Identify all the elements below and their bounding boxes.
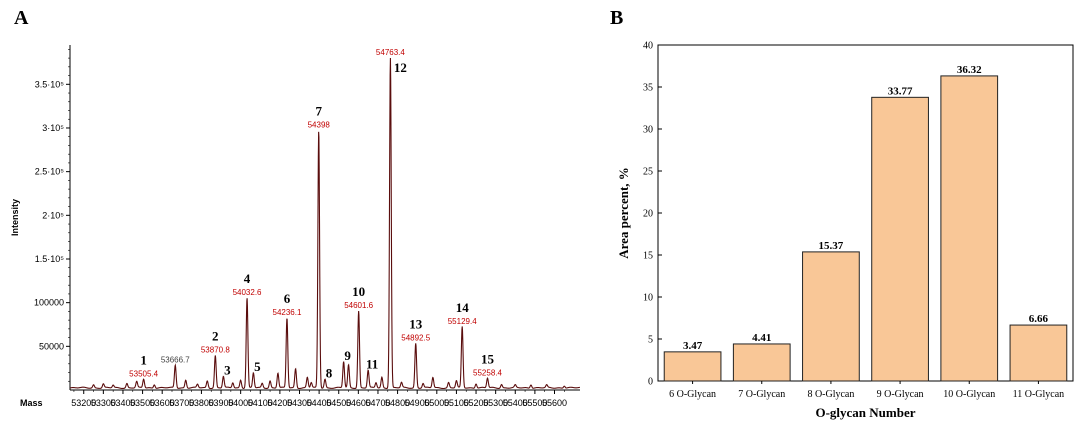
- peak-mass-label: 55129.4: [448, 317, 477, 326]
- bar: [871, 96, 929, 382]
- spectrum-x-tick-label: 54800: [385, 398, 410, 408]
- spectrum-x-tick-label: 53300: [91, 398, 116, 408]
- spectrum-x-tick-label: 53400: [110, 398, 135, 408]
- spectrum-x-tick-label: 53900: [209, 398, 234, 408]
- bar-value-label: 33.77: [888, 85, 913, 97]
- spectrum-y-axis-title: Intensity: [10, 199, 20, 236]
- peak-mass-label: 54892.5: [401, 333, 430, 342]
- spectrum-x-tick-label: 54400: [307, 398, 332, 408]
- peak-number-label: 6: [284, 291, 291, 306]
- peak-mass-label: 53870.8: [201, 346, 230, 355]
- bar-y-tick-label: 5: [648, 335, 653, 346]
- bar-y-tick-label: 25: [643, 167, 653, 178]
- bar-value-label: 4.41: [752, 332, 771, 344]
- spectrum-x-tick-label: 53200: [71, 398, 96, 408]
- bar-y-tick-label: 15: [643, 251, 653, 262]
- spectrum-x-tick-label: 53800: [189, 398, 214, 408]
- bar-chart-x-axis-title: O-glycan Number: [815, 405, 915, 420]
- bar: [663, 351, 722, 382]
- bar: [940, 75, 999, 382]
- peak-number-label: 14: [456, 300, 470, 315]
- peak-mass-label: 53505.4: [129, 369, 158, 378]
- bar-y-tick-label: 35: [643, 83, 653, 94]
- spectrum-trace: [69, 57, 580, 390]
- bar-value-label: 15.37: [819, 240, 844, 252]
- peak-number-label: 11: [366, 357, 378, 372]
- bar: [1009, 324, 1068, 382]
- peak-number-label: 15: [481, 351, 495, 366]
- panel-b-label: B: [610, 7, 623, 29]
- peak-number-label: 12: [394, 60, 407, 75]
- spectrum-x-tick-label: 55000: [424, 398, 449, 408]
- peak-number-label: 7: [315, 103, 322, 118]
- spectrum-y-tick-label: 2·10⁵: [42, 210, 64, 220]
- panel-a-label: A: [14, 7, 29, 29]
- spectrum-x-tick-label: 53500: [130, 398, 155, 408]
- peak-mass-label: 54601.6: [344, 301, 373, 310]
- bar: [802, 251, 860, 382]
- spectrum-x-tick-label: 53600: [150, 398, 175, 408]
- spectrum-x-tick-label: 55400: [503, 398, 528, 408]
- spectrum-x-tick-label: 54000: [228, 398, 253, 408]
- bar-y-tick-label: 10: [643, 293, 653, 304]
- spectrum-x-axis-title: Mass: [20, 398, 43, 408]
- spectrum-x-tick-label: 55200: [464, 398, 489, 408]
- bar-value-label: 6.66: [1029, 313, 1049, 325]
- spectrum-x-tick-label: 54100: [248, 398, 273, 408]
- peak-number-label: 8: [326, 365, 333, 380]
- bar-chart-y-axis-title: Area percent, %: [616, 167, 631, 259]
- bar-y-tick-label: 40: [643, 41, 653, 52]
- bar-y-tick-label: 20: [643, 209, 653, 220]
- area-percent-bar-chart: 0 5 10 15 20 25 30 35 40 3.47 4.41 15.37 33.77 36.32…: [616, 41, 1074, 420]
- spectrum-x-tick-label: 55500: [522, 398, 547, 408]
- bar-y-tick-label: 0: [648, 377, 653, 388]
- spectrum-y-tick-label: 50000: [39, 341, 64, 351]
- spectrum-y-tick-label: 3.5·10⁵: [35, 79, 65, 89]
- spectrum-y-tick-label: 3·10⁵: [42, 123, 64, 133]
- spectrum-y-tick-label: 1.5·10⁵: [35, 254, 65, 264]
- spectrum-x-tick-label: 54600: [346, 398, 371, 408]
- spectrum-x-tick-label: 54300: [287, 398, 312, 408]
- spectrum-x-tick-label: 54700: [365, 398, 390, 408]
- peak-number-label: 10: [352, 284, 365, 299]
- bar: [732, 343, 791, 382]
- peak-number-label: 9: [344, 348, 351, 363]
- spectrum-x-tick-label: 54900: [405, 398, 430, 408]
- bar-category-label: 10 O-Glycan: [943, 389, 995, 400]
- spectrum-x-tick-label: 53700: [169, 398, 194, 408]
- peak-mass-label: 54236.1: [273, 308, 302, 317]
- bar-category-label: 8 O-Glycan: [807, 389, 854, 400]
- spectrum-x-tick-label: 54200: [267, 398, 292, 408]
- bar-y-tick-label: 30: [643, 125, 653, 136]
- peak-mass-label: 55258.4: [473, 368, 502, 377]
- peak-mass-label: 54398: [308, 120, 331, 129]
- bar-category-label: 7 O-Glycan: [738, 389, 785, 400]
- peak-mass-label: 54763.4: [376, 48, 405, 57]
- bar-value-label: 36.32: [957, 64, 982, 76]
- bar-category-label: 11 O-Glycan: [1013, 389, 1065, 400]
- bar-category-label: 9 O-Glycan: [877, 389, 924, 400]
- peak-mass-label: 53666.7: [161, 355, 190, 364]
- peak-number-label: 2: [212, 329, 219, 344]
- peak-number-label: 13: [409, 316, 423, 331]
- peak-number-label: 4: [244, 271, 251, 286]
- bar-category-label: 6 O-Glycan: [669, 389, 716, 400]
- peak-number-label: 5: [254, 359, 261, 374]
- spectrum-x-tick-label: 55100: [444, 398, 469, 408]
- spectrum-y-tick-label: 100000: [34, 298, 64, 308]
- spectrum-y-tick-label: 2.5·10⁵: [35, 167, 65, 177]
- spectrum-x-tick-label: 55300: [483, 398, 508, 408]
- bar-value-label: 3.47: [683, 340, 703, 352]
- peak-number-label: 1: [140, 352, 147, 367]
- peak-mass-label: 54032.6: [233, 288, 262, 297]
- spectrum-x-tick-label: 54500: [326, 398, 351, 408]
- mass-spectrum-chart: 50000 100000 1.5·10⁵ 2·10⁵ 2.5·10⁵ 3·10⁵ 3.5·1…: [10, 45, 580, 408]
- spectrum-x-tick-label: 55600: [542, 398, 567, 408]
- peak-number-label: 3: [224, 363, 231, 378]
